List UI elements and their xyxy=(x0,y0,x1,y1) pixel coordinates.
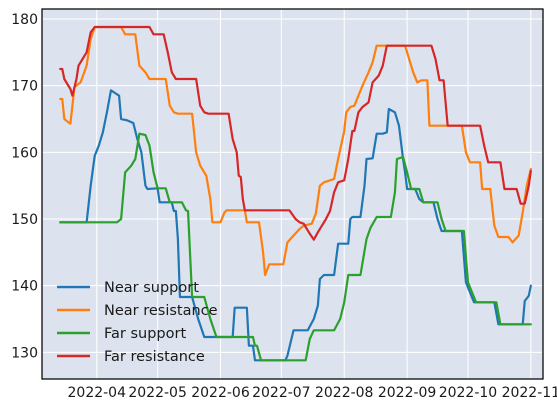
y-tick-label: 170 xyxy=(11,79,38,95)
x-axis-ticks: 2022-04 2022-05 2022-06 2022-07 2022-08 2022-… xyxy=(68,385,557,401)
y-axis-ticks: 130 140 150 160 170 180 xyxy=(11,12,38,361)
x-tick-label: 2022-04 xyxy=(68,385,127,401)
x-tick-label: 2022-09 xyxy=(378,385,437,401)
series-lines xyxy=(59,25,532,362)
x-tick-label: 2022-07 xyxy=(252,385,311,401)
plot-background xyxy=(42,9,543,379)
series-line-3 xyxy=(59,132,532,362)
y-tick-label: 150 xyxy=(11,212,38,228)
plot-frame xyxy=(41,8,544,380)
grid xyxy=(42,9,543,379)
series-line-4 xyxy=(59,25,532,241)
y-tick-label: 140 xyxy=(11,279,38,295)
legend: Near support Near resistance Far support Fa… xyxy=(57,280,218,365)
legend-label: Far support xyxy=(104,326,186,342)
x-tick-label: 2022-10 xyxy=(439,385,498,401)
y-tick-label: 180 xyxy=(11,12,38,28)
legend-label: Near support xyxy=(104,280,199,296)
legend-label: Far resistance xyxy=(104,349,205,365)
x-tick-label: 2022-05 xyxy=(128,385,187,401)
x-tick-label: 2022-11 xyxy=(502,385,557,401)
x-tick-label: 2022-08 xyxy=(315,385,374,401)
y-tick-label: 160 xyxy=(11,145,38,161)
y-tick-label: 130 xyxy=(11,345,38,361)
legend-label: Near resistance xyxy=(104,303,218,319)
series-line-2 xyxy=(59,25,532,277)
x-tick-label: 2022-06 xyxy=(191,385,250,401)
